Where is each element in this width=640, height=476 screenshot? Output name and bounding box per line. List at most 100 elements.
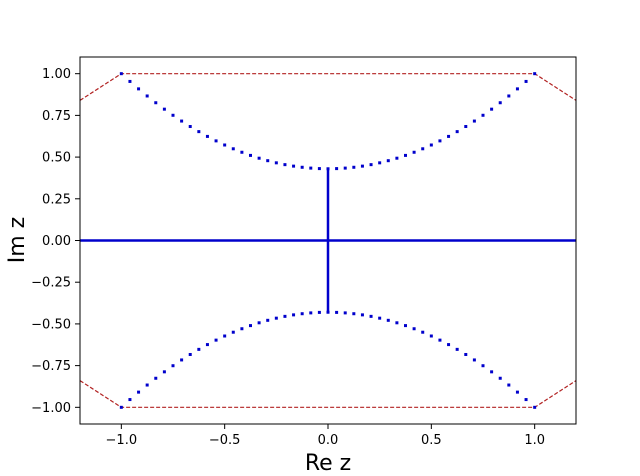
data-point xyxy=(360,164,364,168)
data-point xyxy=(292,313,296,317)
y-axis: 1.00 0.75 0.50 0.25 0.00 −0.25 −0.50 −0.75 −1.00 xyxy=(31,67,80,416)
data-point xyxy=(197,130,201,134)
data-point xyxy=(171,113,175,117)
data-point xyxy=(429,334,433,338)
data-point xyxy=(188,125,192,129)
data-point xyxy=(292,164,296,168)
data-point xyxy=(352,165,356,169)
y-tick-label: 0.00 xyxy=(42,234,71,249)
data-point xyxy=(455,347,459,351)
data-point xyxy=(188,352,192,356)
y-tick-label: 0.75 xyxy=(42,109,71,124)
x-tick-label: 1.0 xyxy=(524,433,545,448)
data-point xyxy=(386,159,390,163)
data-point xyxy=(507,383,511,387)
x-axis-label: Re z xyxy=(305,451,351,476)
data-point xyxy=(404,153,407,157)
data-point xyxy=(404,324,407,328)
data-point xyxy=(240,327,244,331)
data-point xyxy=(119,405,123,409)
y-tick-label: −0.75 xyxy=(31,359,71,374)
data-point xyxy=(283,314,287,318)
data-point xyxy=(257,321,261,325)
data-point xyxy=(369,314,373,318)
data-point xyxy=(490,107,494,111)
data-point xyxy=(231,330,235,334)
y-tick-label: 0.50 xyxy=(42,151,71,166)
y-tick-label: −0.25 xyxy=(31,276,71,291)
y-axis-label: Im z xyxy=(5,217,30,263)
data-point xyxy=(180,358,184,362)
data-point xyxy=(154,376,158,380)
data-point xyxy=(197,347,201,351)
data-point xyxy=(180,119,184,123)
data-point xyxy=(205,134,209,138)
data-point xyxy=(481,113,485,117)
data-point xyxy=(352,312,356,316)
data-point xyxy=(274,161,278,165)
data-point xyxy=(214,139,218,143)
data-point xyxy=(223,143,227,147)
data-point xyxy=(145,94,149,98)
data-point xyxy=(137,87,141,91)
y-tick-label: 0.25 xyxy=(42,192,71,207)
data-point xyxy=(335,167,339,171)
x-tick-label: −0.5 xyxy=(209,433,241,448)
data-point xyxy=(274,316,278,320)
data-point xyxy=(171,364,175,368)
data-point xyxy=(249,153,252,157)
data-point xyxy=(438,338,442,342)
data-point xyxy=(119,72,123,76)
data-point xyxy=(421,330,425,334)
data-point xyxy=(128,398,132,402)
data-point xyxy=(162,107,166,111)
data-point xyxy=(378,316,382,320)
x-tick-label: −1.0 xyxy=(106,433,138,448)
data-point xyxy=(128,79,132,83)
plot-area xyxy=(80,72,576,409)
data-point xyxy=(249,324,252,328)
y-tick-label: −0.50 xyxy=(31,317,71,332)
data-point xyxy=(300,312,304,316)
data-point xyxy=(309,311,313,315)
data-point xyxy=(257,156,261,160)
data-point xyxy=(343,311,347,315)
data-point xyxy=(464,352,468,356)
data-point xyxy=(515,390,519,394)
data-point xyxy=(481,364,485,368)
data-point xyxy=(137,390,141,394)
data-point xyxy=(395,321,399,325)
data-point xyxy=(240,150,244,154)
data-point xyxy=(515,87,519,91)
data-point xyxy=(317,310,321,314)
data-point xyxy=(395,156,399,160)
data-point xyxy=(386,318,390,322)
data-point xyxy=(447,134,451,138)
data-point xyxy=(455,130,459,134)
data-point xyxy=(223,334,227,338)
data-point xyxy=(524,79,528,83)
data-point xyxy=(438,139,442,143)
data-point xyxy=(231,147,235,151)
data-point xyxy=(145,383,149,387)
y-tick-label: 1.00 xyxy=(42,67,71,82)
data-point xyxy=(378,161,382,165)
data-point xyxy=(498,376,502,380)
data-point xyxy=(412,150,416,154)
data-point xyxy=(326,310,330,314)
data-point xyxy=(205,343,209,347)
data-point xyxy=(472,358,476,362)
data-point xyxy=(154,101,158,105)
data-point xyxy=(214,338,218,342)
data-point xyxy=(266,159,270,163)
data-point xyxy=(412,327,416,331)
data-point xyxy=(490,370,494,374)
data-point xyxy=(360,313,364,317)
boundary-line xyxy=(80,73,576,101)
data-point xyxy=(266,318,270,322)
y-tick-label: −1.00 xyxy=(31,401,71,416)
x-tick-label: 0.0 xyxy=(318,433,339,448)
data-point xyxy=(447,343,451,347)
data-point xyxy=(507,94,511,98)
